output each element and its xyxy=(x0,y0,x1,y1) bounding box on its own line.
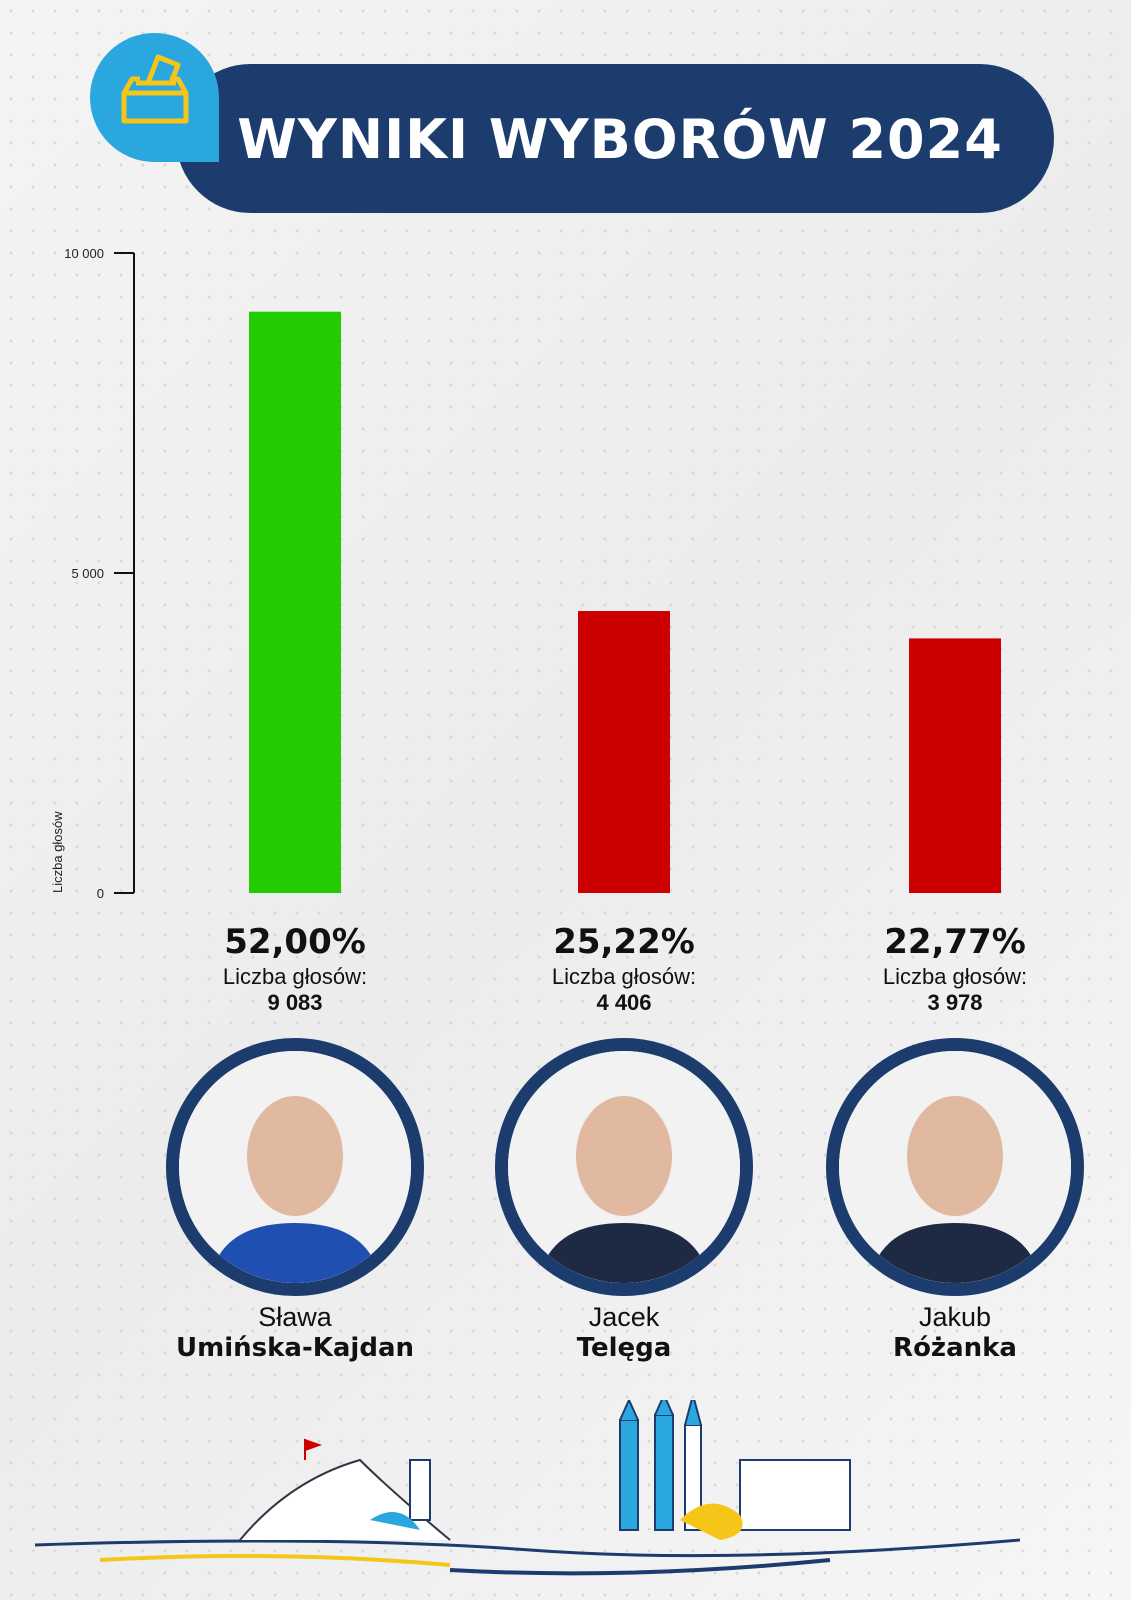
votes-count: 9 083 xyxy=(267,990,323,1015)
last-name: Umińska-Kajdan xyxy=(176,1333,414,1363)
bar-3 xyxy=(909,638,1001,893)
votes-label: Liczba głosów: xyxy=(551,964,697,989)
y-tick-label: 10 000 xyxy=(64,246,104,261)
candidate-result: 22,77% Liczba głosów: 3 978 xyxy=(805,922,1105,1016)
first-name: Jakub xyxy=(918,1302,992,1332)
y-tick-label: 5 000 xyxy=(71,566,104,581)
title-banner: WYNIKI WYBORÓW 2024 xyxy=(176,64,1054,213)
person-icon xyxy=(839,1051,1071,1283)
vote-percent: 22,77% xyxy=(884,922,1026,962)
votes-label: Liczba głosów: xyxy=(222,964,368,989)
vote-percent: 25,22% xyxy=(553,922,695,962)
votes-count: 4 406 xyxy=(596,990,652,1015)
first-name: Jacek xyxy=(588,1302,660,1332)
first-name: Sława xyxy=(258,1302,332,1332)
y-axis-label: Liczba głosów xyxy=(50,811,65,893)
ballot-box-icon xyxy=(121,54,189,124)
last-name: Telęga xyxy=(576,1333,672,1363)
bar-1 xyxy=(249,311,341,893)
bar-2 xyxy=(578,611,670,893)
page-title: WYNIKI WYBORÓW 2024 xyxy=(237,108,1003,171)
last-name: Różanka xyxy=(893,1333,1017,1363)
bar-chart: 0 5 000 10 000 Liczba głosów xyxy=(50,246,1001,901)
person-icon xyxy=(508,1051,740,1283)
candidate-photo xyxy=(826,1038,1084,1296)
candidate-photo xyxy=(166,1038,424,1296)
person-icon xyxy=(179,1051,411,1283)
candidate-result: 25,22% Liczba głosów: 4 406 xyxy=(474,922,774,1016)
city-skyline-illustration xyxy=(34,1400,1021,1576)
candidate-result: 52,00% Liczba głosów: 9 083 xyxy=(145,922,445,1016)
ballot-badge xyxy=(90,33,219,162)
votes-label: Liczba głosów: xyxy=(882,964,1028,989)
candidate-name: Jacek Telęga xyxy=(464,1302,784,1364)
y-tick-label: 0 xyxy=(97,886,104,901)
votes-count: 3 978 xyxy=(927,990,983,1015)
candidate-name: Jakub Różanka xyxy=(795,1302,1115,1364)
vote-percent: 52,00% xyxy=(224,922,366,962)
candidate-name: Sława Umińska-Kajdan xyxy=(135,1302,455,1364)
candidate-photo xyxy=(495,1038,753,1296)
